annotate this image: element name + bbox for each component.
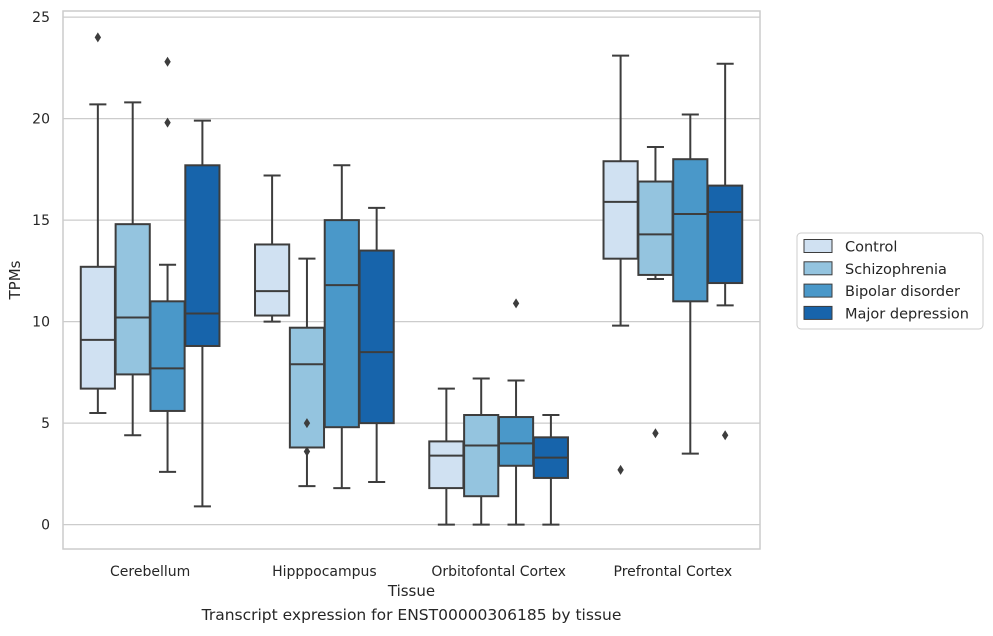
- box-1-0: [254, 174, 291, 323]
- x-tick-label: Cerebellum: [110, 564, 190, 580]
- y-tick-label: 0: [41, 518, 50, 534]
- outlier-marker: [652, 428, 659, 439]
- box-0-3: [184, 119, 221, 508]
- box-2-1: [463, 377, 500, 526]
- outlier-marker: [512, 298, 520, 309]
- iqr-box: [254, 243, 291, 317]
- box-0-2: [149, 56, 186, 473]
- box-2-0: [428, 387, 465, 526]
- outlier-marker: [94, 32, 102, 43]
- outlier-marker: [303, 418, 311, 429]
- outlier-marker: [617, 464, 624, 475]
- box-3-3: [707, 62, 744, 441]
- box-0-1: [114, 101, 151, 437]
- y-tick-label: 10: [32, 315, 50, 331]
- legend: Control Schizophrenia Bipolar disorder Majo…: [796, 232, 984, 330]
- legend-label: Major depression: [845, 306, 969, 322]
- legend-label: Control: [845, 240, 897, 256]
- iqr-box: [358, 249, 395, 425]
- y-tick-labels: 0 5 10 15 20 25: [32, 10, 50, 534]
- box-3-1: [637, 146, 674, 439]
- iqr-box: [184, 164, 221, 347]
- iqr-box: [463, 414, 500, 498]
- iqr-box: [149, 300, 186, 412]
- box-3-2: [672, 113, 709, 455]
- y-tick-label: 15: [32, 213, 50, 229]
- box-1-2: [323, 164, 360, 490]
- iqr-box: [114, 223, 151, 376]
- x-tick-label: Prefrontal Cortex: [614, 564, 733, 580]
- y-tick-label: 20: [32, 112, 50, 128]
- legend-swatch: [803, 283, 833, 298]
- iqr-box: [637, 180, 674, 276]
- outlier-marker: [164, 117, 171, 128]
- box-2-2: [497, 298, 535, 526]
- box-0-0: [79, 32, 116, 414]
- y-tick-label: 5: [41, 416, 50, 432]
- outlier-marker: [721, 430, 729, 441]
- legend-label: Bipolar disorder: [845, 284, 960, 300]
- iqr-box: [602, 160, 639, 260]
- iqr-box: [79, 265, 116, 390]
- outlier-marker: [303, 446, 311, 457]
- box-3-0: [602, 54, 639, 475]
- figure-caption: Transcript expression for ENST0000030618…: [201, 606, 622, 624]
- y-tick-label: 25: [32, 10, 50, 26]
- y-axis-label: TPMs: [6, 260, 24, 300]
- box-2-3: [532, 414, 569, 526]
- legend-swatch: [803, 261, 833, 276]
- iqr-box: [428, 440, 465, 490]
- iqr-box: [672, 158, 709, 303]
- plot-area-frame: [62, 10, 761, 550]
- iqr-box: [323, 219, 360, 429]
- box-1-1: [288, 257, 326, 488]
- legend-frame: [796, 232, 984, 330]
- outlier-marker: [164, 56, 171, 67]
- legend-label: Schizophrenia: [845, 262, 947, 278]
- iqr-box: [707, 184, 744, 285]
- x-tick-label: Orbitofontal Cortex: [431, 564, 566, 580]
- legend-swatch: [803, 305, 833, 320]
- iqr-box: [288, 326, 326, 449]
- x-tick-label: Hipppocampus: [272, 564, 377, 580]
- iqr-box: [497, 416, 535, 467]
- x-tick-labels: Cerebellum Hipppocampus Orbitofontal Corte…: [110, 564, 732, 580]
- legend-swatch: [803, 239, 833, 253]
- box-1-3: [358, 206, 395, 484]
- boxes: [79, 32, 744, 526]
- x-axis-label: Tissue: [387, 582, 435, 600]
